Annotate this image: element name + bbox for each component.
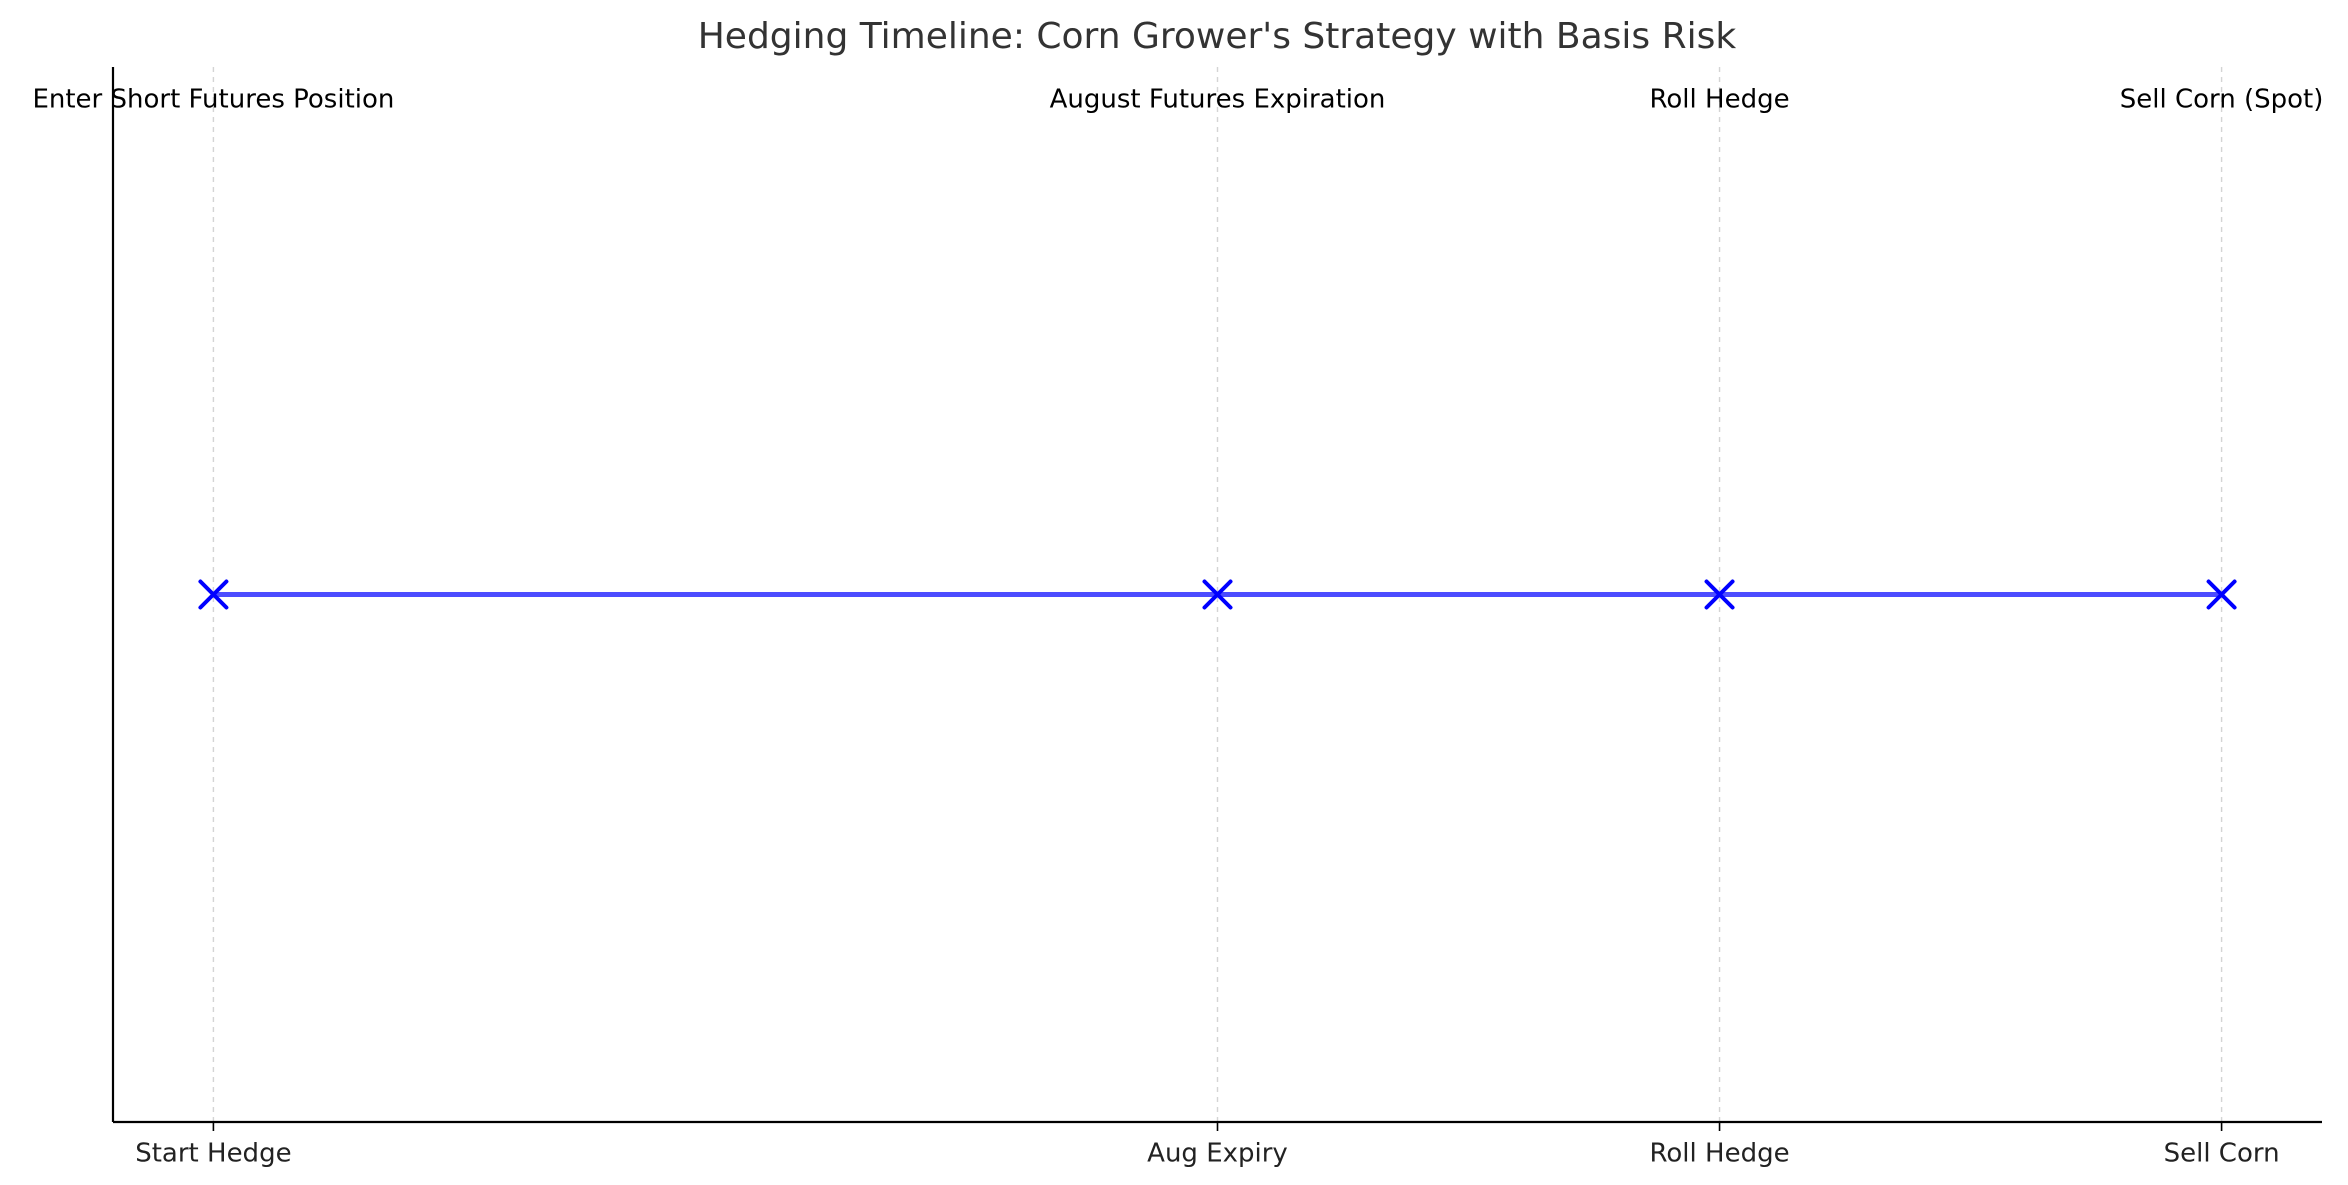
series-layer [198, 579, 2237, 610]
x-tick-label-0: Start Hedge [135, 1139, 291, 1169]
event-annotation-0: Enter Short Futures Position [32, 85, 394, 115]
ticks-layer: Start Hedge Aug Expiry Roll Hedge Sell Corn [135, 1122, 2280, 1169]
event-marker-1 [1202, 579, 1233, 610]
event-marker-0 [198, 579, 229, 610]
chart-title: Hedging Timeline: Corn Grower's Strategy… [698, 16, 1737, 57]
x-tick-label-1: Aug Expiry [1147, 1139, 1288, 1169]
event-marker-2 [1704, 579, 1735, 610]
event-marker-3 [2206, 579, 2237, 610]
event-annotation-3: Sell Corn (Spot) [2120, 85, 2324, 115]
annotation-layer: Enter Short Futures Position August Futur… [32, 85, 2323, 115]
x-tick-label-2: Roll Hedge [1650, 1139, 1790, 1169]
event-annotation-1: August Futures Expiration [1050, 85, 1386, 115]
event-annotation-2: Roll Hedge [1650, 85, 1790, 115]
x-tick-label-3: Sell Corn [2164, 1139, 2280, 1169]
